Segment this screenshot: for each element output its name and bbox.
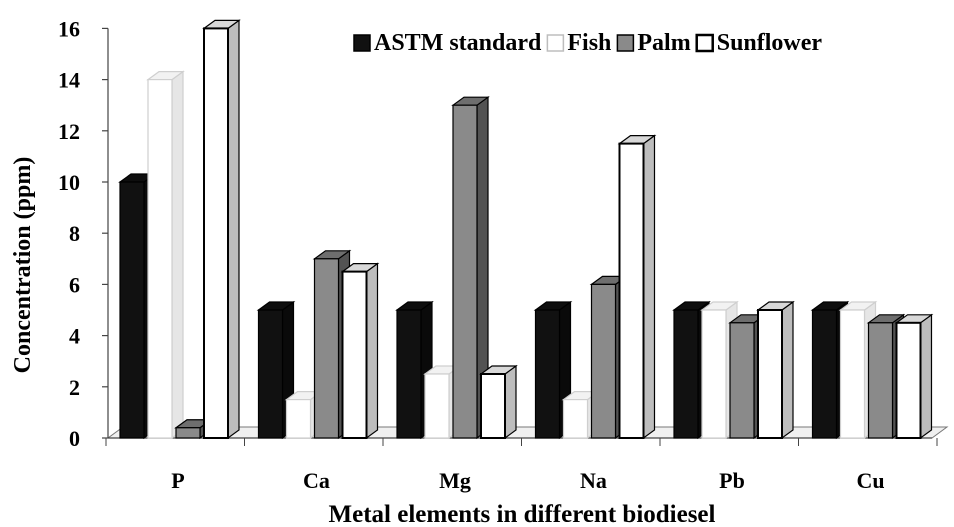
y-tick-label: 2 [69, 375, 80, 400]
legend: ASTM standard Fish Palm Sunflower [353, 30, 823, 56]
bar-side [504, 364, 517, 440]
axes: 0 2 4 6 8 10 12 14 16 [58, 16, 938, 451]
bar-front [452, 104, 478, 439]
legend-swatch [546, 34, 565, 52]
bar-sunflower-pb [756, 300, 795, 440]
legend-item-fish: Fish [546, 30, 611, 56]
bar-front [590, 283, 617, 439]
bar-front [618, 142, 645, 439]
legend-swatch [353, 34, 371, 52]
x-tick-label-mg: Mg [439, 468, 471, 493]
bar-palm-p [174, 418, 213, 440]
y-tick-label: 8 [69, 221, 80, 246]
bar-front [285, 399, 312, 439]
bar-front [895, 321, 922, 439]
bar-sunflower-ca [340, 262, 380, 440]
bar-sunflower-na [617, 134, 657, 440]
bar-front [480, 373, 506, 439]
bar-front [175, 427, 201, 439]
y-tick-label: 10 [58, 170, 80, 195]
x-tick-label-p: P [171, 468, 184, 493]
legend-label: Sunflower [717, 30, 823, 56]
y-tick-label: 16 [58, 16, 80, 41]
bar-sunflower-p [202, 19, 241, 440]
x-tick-label-na: Na [580, 468, 607, 493]
bar-palm-mg [451, 96, 490, 440]
bar-front [424, 373, 450, 439]
x-tick-label-ca: Ca [303, 468, 330, 493]
bar-front [396, 309, 422, 439]
legend-item-palm: Palm [616, 30, 691, 56]
bar-sunflower-mg [479, 364, 518, 440]
y-tick-label: 14 [58, 68, 80, 93]
x-tick-label-cu: Cu [856, 468, 884, 493]
bar-sunflower-cu [894, 313, 934, 440]
bar-side [171, 70, 184, 440]
bar-front [341, 270, 368, 439]
legend-label: ASTM standard [374, 30, 542, 56]
bars [118, 19, 934, 440]
legend-swatch [616, 34, 635, 52]
bar-side [781, 300, 794, 440]
y-tick-label: 4 [69, 324, 80, 349]
legend-label: Fish [567, 30, 611, 56]
bar-front [257, 309, 284, 439]
legend-item-astm-standard: ASTM standard [353, 30, 542, 56]
bar-front [701, 309, 727, 439]
bar-front [673, 309, 699, 439]
legend-item-sunflower: Sunflower [695, 30, 823, 56]
bar-side [227, 19, 240, 440]
bar-front [757, 309, 783, 439]
bar-side [919, 313, 933, 440]
x-tick-label-pb: Pb [719, 468, 745, 493]
bar-front [203, 27, 229, 440]
bar-front [119, 181, 145, 439]
bar-front [811, 309, 838, 439]
y-tick-label: 0 [69, 426, 80, 451]
bar-front [839, 309, 866, 439]
bar-front [313, 258, 340, 439]
bar-front [534, 309, 561, 439]
bar-side [365, 262, 379, 440]
axis-labels: P Ca Mg Na Pb Cu Metal elements in different b… [10, 157, 885, 527]
y-tick-label: 6 [69, 272, 80, 297]
bar-front [562, 399, 589, 439]
bar-fish-p [146, 70, 185, 440]
y-tick-label: 12 [58, 119, 80, 144]
x-axis-title: Metal elements in different biodiesel [329, 501, 716, 527]
legend-swatch [695, 33, 714, 53]
bar-front [867, 322, 894, 439]
legend-label: Palm [637, 30, 690, 56]
bar-front [729, 322, 755, 439]
bar-front [147, 78, 173, 439]
bar-side [642, 134, 656, 440]
y-axis-title: Concentration (ppm) [10, 157, 36, 374]
